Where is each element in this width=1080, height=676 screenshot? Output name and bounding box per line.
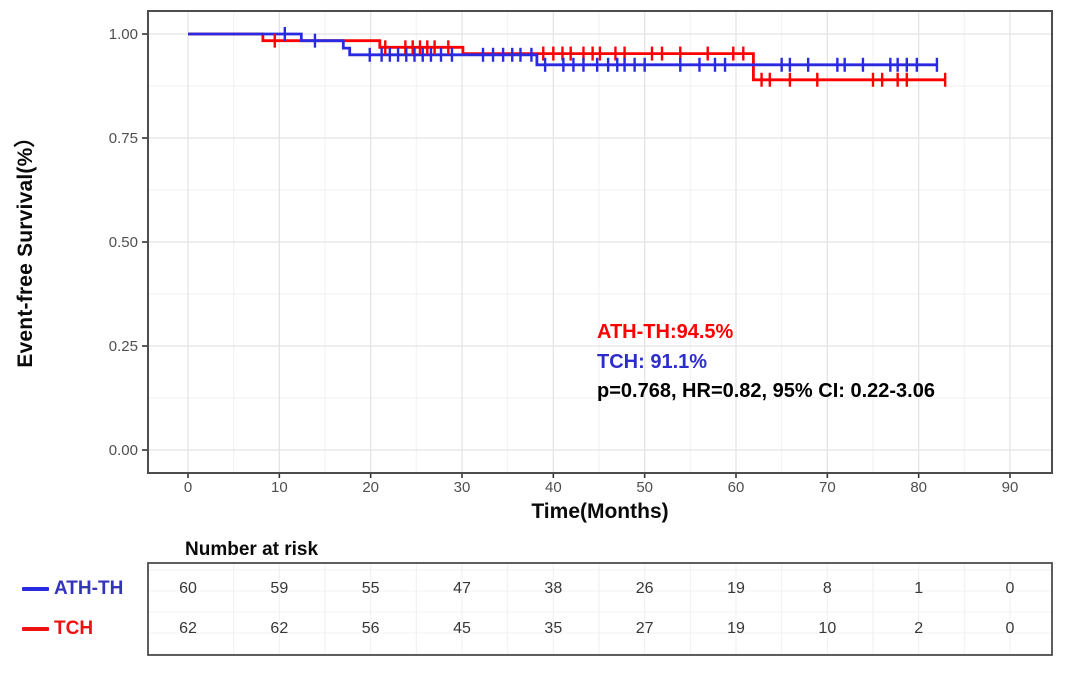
y-tick-label: 1.00 bbox=[108, 26, 138, 43]
y-tick-label: 0.50 bbox=[108, 234, 138, 251]
y-tick-label: 0.25 bbox=[108, 338, 138, 355]
censor-ticks-ath-th bbox=[283, 27, 939, 72]
annotation-stats: p=0.768, HR=0.82, 95% CI: 0.22-3.06 bbox=[597, 380, 935, 402]
x-axis-label: Time(Months) bbox=[531, 500, 669, 523]
risk-table-border bbox=[147, 562, 1053, 656]
annotation-tch: TCH: 91.1% bbox=[597, 350, 708, 373]
y-axis-label: Event-free Survival(%） bbox=[14, 126, 37, 368]
risk-count-tch-m80: 2 bbox=[914, 620, 924, 637]
legend-label-ath-th: ATH-TH bbox=[54, 578, 124, 599]
x-tick-label: 10 bbox=[270, 479, 288, 496]
x-tick-label: 70 bbox=[818, 479, 836, 496]
gridlines bbox=[148, 11, 1052, 473]
x-tick-label: 20 bbox=[362, 479, 379, 496]
x-tick-label: 60 bbox=[727, 479, 745, 496]
risk-count-ath-th-m90: 0 bbox=[1005, 580, 1015, 597]
x-tick-label: 40 bbox=[544, 479, 562, 496]
survival-curve-tch bbox=[188, 32, 946, 82]
x-tick-label: 30 bbox=[453, 479, 471, 496]
risk-count-tch-m90: 0 bbox=[1005, 620, 1015, 637]
risk-count-tch-m10: 62 bbox=[270, 620, 289, 637]
censor-ticks-tch bbox=[273, 33, 947, 87]
risk-count-tch-m30: 45 bbox=[453, 620, 471, 637]
risk-count-tch-m70: 10 bbox=[818, 620, 837, 637]
annotation-block: ATH-TH:94.5% TCH: 91.1% p=0.768, HR=0.82… bbox=[597, 318, 935, 407]
panel-border bbox=[147, 10, 1053, 474]
annotation-ath-th: ATH-TH:94.5% bbox=[597, 321, 734, 343]
y-tick-label: 0.75 bbox=[108, 130, 138, 147]
risk-count-tch-m0: 62 bbox=[179, 620, 197, 637]
risk-count-ath-th-m40: 38 bbox=[544, 580, 563, 597]
survival-curve-ath-th bbox=[188, 32, 937, 67]
legend-label-tch: TCH bbox=[54, 618, 94, 639]
survival-curves bbox=[188, 27, 947, 87]
risk-table-title: Number at risk bbox=[185, 539, 319, 560]
x-tick-label: 0 bbox=[183, 479, 193, 496]
x-tick-label: 50 bbox=[636, 479, 653, 496]
risk-count-ath-th-m10: 59 bbox=[270, 580, 289, 597]
risk-table-grid bbox=[147, 562, 1053, 656]
risk-count-tch-m60: 19 bbox=[727, 620, 745, 637]
y-tick-label: 0.00 bbox=[108, 442, 138, 459]
risk-count-tch-m50: 27 bbox=[635, 620, 654, 637]
risk-count-ath-th-m0: 60 bbox=[179, 580, 197, 597]
risk-count-ath-th-m70: 8 bbox=[822, 580, 832, 597]
risk-count-ath-th-m80: 1 bbox=[914, 580, 924, 597]
risk-count-ath-th-m20: 55 bbox=[361, 580, 380, 597]
x-tick-label: 90 bbox=[1001, 479, 1019, 496]
risk-count-ath-th-m60: 19 bbox=[727, 580, 745, 597]
risk-count-ath-th-m50: 26 bbox=[635, 580, 654, 597]
tch-line-swatch-icon bbox=[22, 627, 49, 631]
x-tick-label: 80 bbox=[910, 479, 927, 496]
risk-count-tch-m40: 35 bbox=[544, 620, 563, 637]
risk-count-ath-th-m30: 47 bbox=[453, 580, 471, 597]
risk-count-tch-m20: 56 bbox=[361, 620, 380, 637]
ath-th-line-swatch-icon bbox=[22, 587, 49, 591]
